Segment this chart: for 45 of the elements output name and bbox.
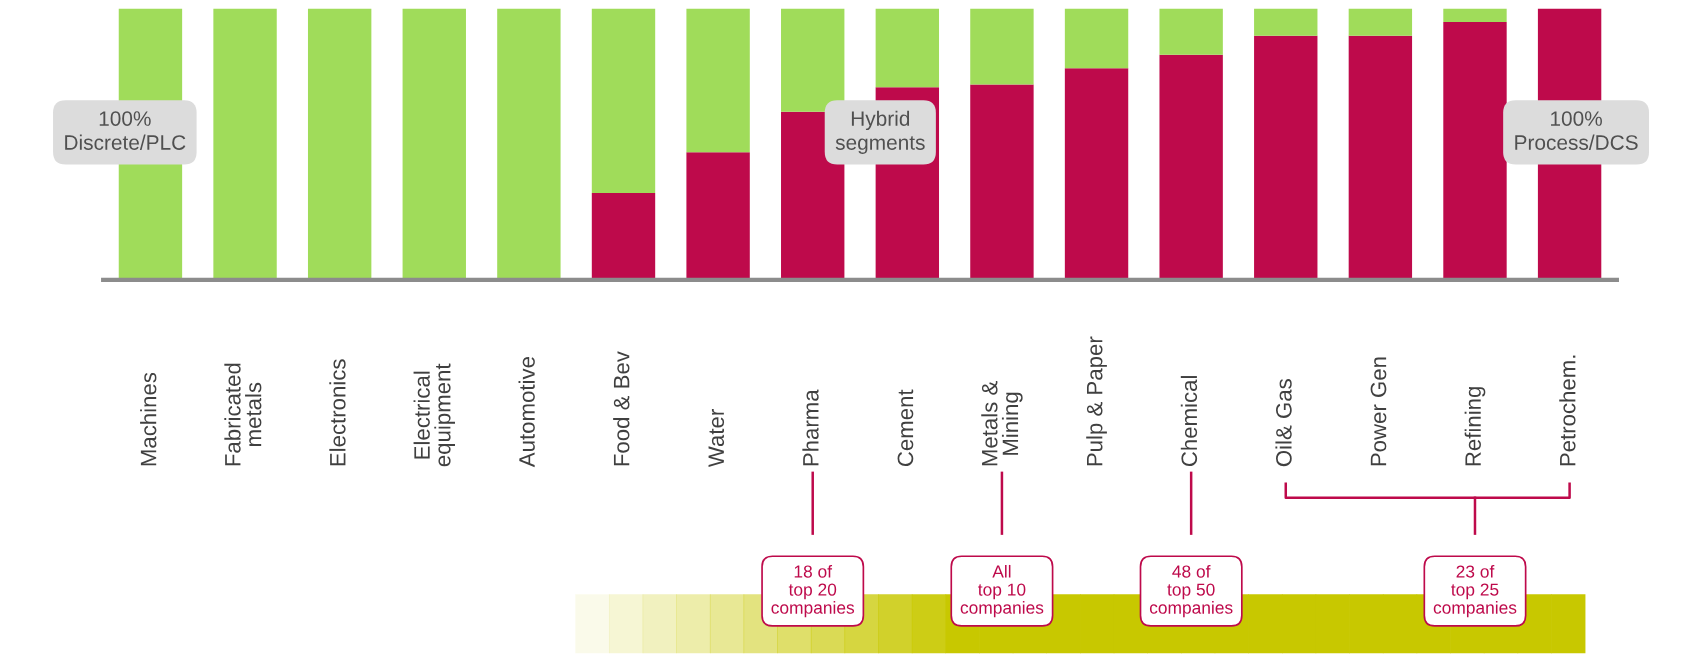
- bar: [686, 8, 750, 153]
- bar: [1348, 8, 1413, 36]
- x-tick-label: Fabricated metals: [224, 363, 262, 466]
- x-tick-label: Metals & Mining: [981, 381, 1023, 466]
- bar: [970, 84, 1034, 280]
- bar: [497, 8, 561, 280]
- text: 48 of top 50 companies: [1149, 564, 1233, 618]
- bar: [402, 8, 466, 280]
- bar: [1064, 68, 1129, 280]
- bar: [686, 152, 750, 280]
- x-tick-label: Oil& Gas: [1275, 379, 1292, 467]
- bar: [970, 8, 1034, 85]
- annotation: 100% Discrete/PLC: [65, 111, 186, 150]
- x-tick-label: Refining: [1464, 387, 1486, 466]
- x-tick-label: Petrochem.: [1559, 355, 1576, 466]
- bar: [1348, 35, 1413, 280]
- bar: [1443, 8, 1507, 23]
- x-tick-label: Electrical equipment: [413, 363, 455, 467]
- bar: [1254, 8, 1318, 36]
- x-tick-label: Power Gen: [1370, 357, 1387, 466]
- x-tick-label: Pulp & Paper: [1086, 336, 1107, 466]
- x-tick-label: Cement: [897, 389, 914, 467]
- bar: [307, 8, 372, 280]
- bar: [591, 8, 656, 194]
- x-tick-label: Machines: [140, 372, 157, 466]
- bar: [213, 8, 277, 280]
- x-tick-label: Food & Bev: [613, 351, 630, 466]
- x-tick-label: Chemical: [1180, 376, 1198, 467]
- annotation: Hybrid segments: [835, 110, 925, 154]
- text: 18 of top 20 companies: [771, 564, 855, 618]
- x-tick-label: Pharma: [802, 389, 819, 466]
- bar: [875, 8, 940, 88]
- x-tick-label: Electronics: [329, 359, 346, 466]
- bar: [1159, 54, 1223, 280]
- bar: [591, 193, 656, 280]
- bar: [1443, 22, 1507, 280]
- text: All top 10 companies: [960, 564, 1044, 618]
- text: 23 of top 25 companies: [1433, 564, 1517, 618]
- bar: [1254, 35, 1318, 280]
- annotation: 100% Process/DCS: [1515, 111, 1638, 150]
- x-tick-label: Automotive: [518, 357, 535, 468]
- x-tick-label: Water: [708, 409, 725, 468]
- bar: [1064, 8, 1129, 69]
- bar: [1159, 8, 1223, 55]
- bar: [781, 8, 845, 112]
